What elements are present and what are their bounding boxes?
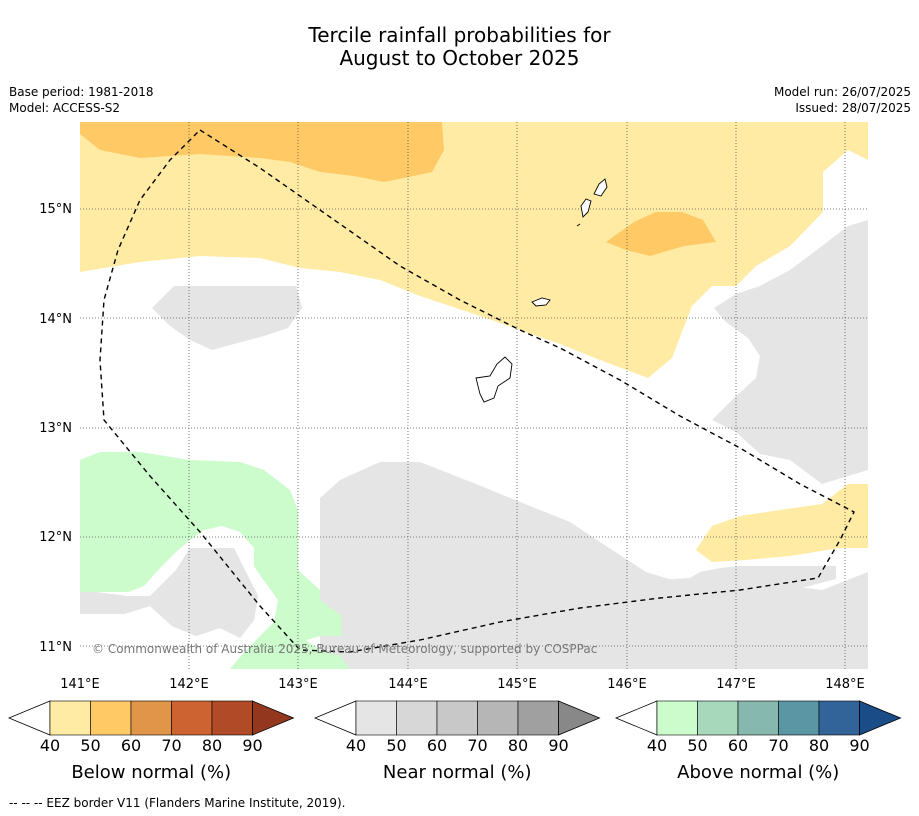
near-swatch-70	[477, 700, 519, 736]
lon-label-148e: 148°E	[825, 677, 865, 692]
near-tick-80: 80	[508, 736, 528, 755]
above-tick-70: 70	[768, 736, 788, 755]
near-colorbar-label: Near normal (%)	[383, 762, 532, 783]
near-normal-southwest	[80, 548, 258, 638]
below-tick-40: 40	[40, 736, 60, 755]
eez-border	[99, 129, 855, 653]
near-swatch-80	[517, 700, 559, 736]
below-tick-60: 60	[121, 736, 141, 755]
island-saipan	[593, 178, 608, 197]
below-normal-50-60-north	[80, 122, 444, 182]
lat-labels: 15°N 14°N 13°N 12°N 11°N	[39, 202, 72, 655]
islands	[475, 178, 608, 403]
near-swatch-40	[355, 700, 397, 736]
eez-footnote: -- -- -- EEZ border V11 (Flanders Marine…	[9, 796, 346, 810]
below-normal-50-60-east	[606, 212, 716, 256]
above-normal-40-50-west	[80, 452, 342, 669]
lat-label-13n: 13°N	[39, 421, 72, 436]
near-tick-50: 50	[386, 736, 406, 755]
lon-label-146e: 146°E	[607, 677, 647, 692]
near-tick-40: 40	[346, 736, 366, 755]
below-tick-70: 70	[161, 736, 181, 755]
colorbar-near-normal: 40 50 60 70 80 90 Near normal (%)	[313, 700, 601, 783]
above-colorbar-label: Above normal (%)	[677, 762, 839, 783]
near-tick-70: 70	[467, 736, 487, 755]
below-tick-50: 50	[80, 736, 100, 755]
below-normal-40-50-north	[80, 122, 868, 378]
lat-label-11n: 11°N	[39, 640, 72, 655]
base-period: Base period: 1981-2018	[9, 85, 154, 99]
below-swatch-40	[49, 700, 91, 736]
below-tick-90: 90	[242, 736, 262, 755]
colorbar-above-normal: 40 50 60 70 80 90 Above normal (%)	[614, 700, 902, 783]
above-tick-40: 40	[647, 736, 667, 755]
below-swatch-50	[90, 700, 132, 736]
lon-label-145e: 145°E	[497, 677, 537, 692]
below-swatch-60	[130, 700, 172, 736]
lat-label-15n: 15°N	[39, 202, 72, 217]
below-swatch-70	[171, 700, 213, 736]
lon-label-142e: 142°E	[169, 677, 209, 692]
above-tick-60: 60	[728, 736, 748, 755]
near-tick-60: 60	[427, 736, 447, 755]
model-run: Model run: 26/07/2025	[773, 85, 911, 99]
island-tinian	[580, 198, 592, 218]
lat-label-14n: 14°N	[39, 312, 72, 327]
above-swatch-40	[656, 700, 698, 736]
above-swatch-70	[778, 700, 820, 736]
above-swatch-80	[818, 700, 860, 736]
above-swatch-60	[737, 700, 779, 736]
colorbar-below-normal: 40 50 60 70 80 90 Below normal (%)	[7, 700, 295, 783]
issued-date: Issued: 28/07/2025	[795, 101, 911, 115]
model-name: Model: ACCESS-S2	[9, 101, 121, 115]
below-extend-high	[252, 700, 295, 736]
lon-label-144e: 144°E	[388, 677, 428, 692]
above-normal-40-50-south	[230, 628, 350, 669]
island-guam	[475, 356, 513, 403]
below-swatch-80	[211, 700, 253, 736]
above-swatch-50	[697, 700, 739, 736]
below-normal-40-50-southeast	[696, 484, 868, 562]
above-tick-80: 80	[809, 736, 829, 755]
below-tick-80: 80	[202, 736, 222, 755]
island-rota	[531, 297, 551, 307]
near-swatch-50	[396, 700, 438, 736]
above-extend-low	[614, 700, 658, 736]
above-tick-50: 50	[687, 736, 707, 755]
below-colorbar-label: Below normal (%)	[71, 762, 231, 783]
near-swatch-60	[436, 700, 478, 736]
near-normal-east	[712, 220, 868, 484]
island-aguijan	[576, 223, 581, 227]
near-normal-south	[80, 462, 868, 669]
map-panel: © Commonwealth of Australia 2025, Bureau…	[80, 122, 868, 669]
lat-label-12n: 12°N	[39, 530, 72, 545]
map-title-line2: August to October 2025	[339, 46, 580, 70]
above-extend-high	[859, 700, 902, 736]
map-title-line1: Tercile rainfall probabilities for	[308, 23, 611, 47]
lon-labels: 141°E 142°E 143°E 144°E 145°E 146°E 147°…	[60, 677, 865, 692]
below-extend-low	[7, 700, 51, 736]
graticule	[80, 122, 868, 669]
lon-label-143e: 143°E	[278, 677, 318, 692]
near-tick-90: 90	[548, 736, 568, 755]
near-extend-high	[558, 700, 601, 736]
copyright-text: © Commonwealth of Australia 2025, Bureau…	[92, 642, 597, 656]
above-tick-90: 90	[849, 736, 869, 755]
lon-label-141e: 141°E	[60, 677, 100, 692]
near-extend-low	[313, 700, 357, 736]
lon-label-147e: 147°E	[716, 677, 756, 692]
